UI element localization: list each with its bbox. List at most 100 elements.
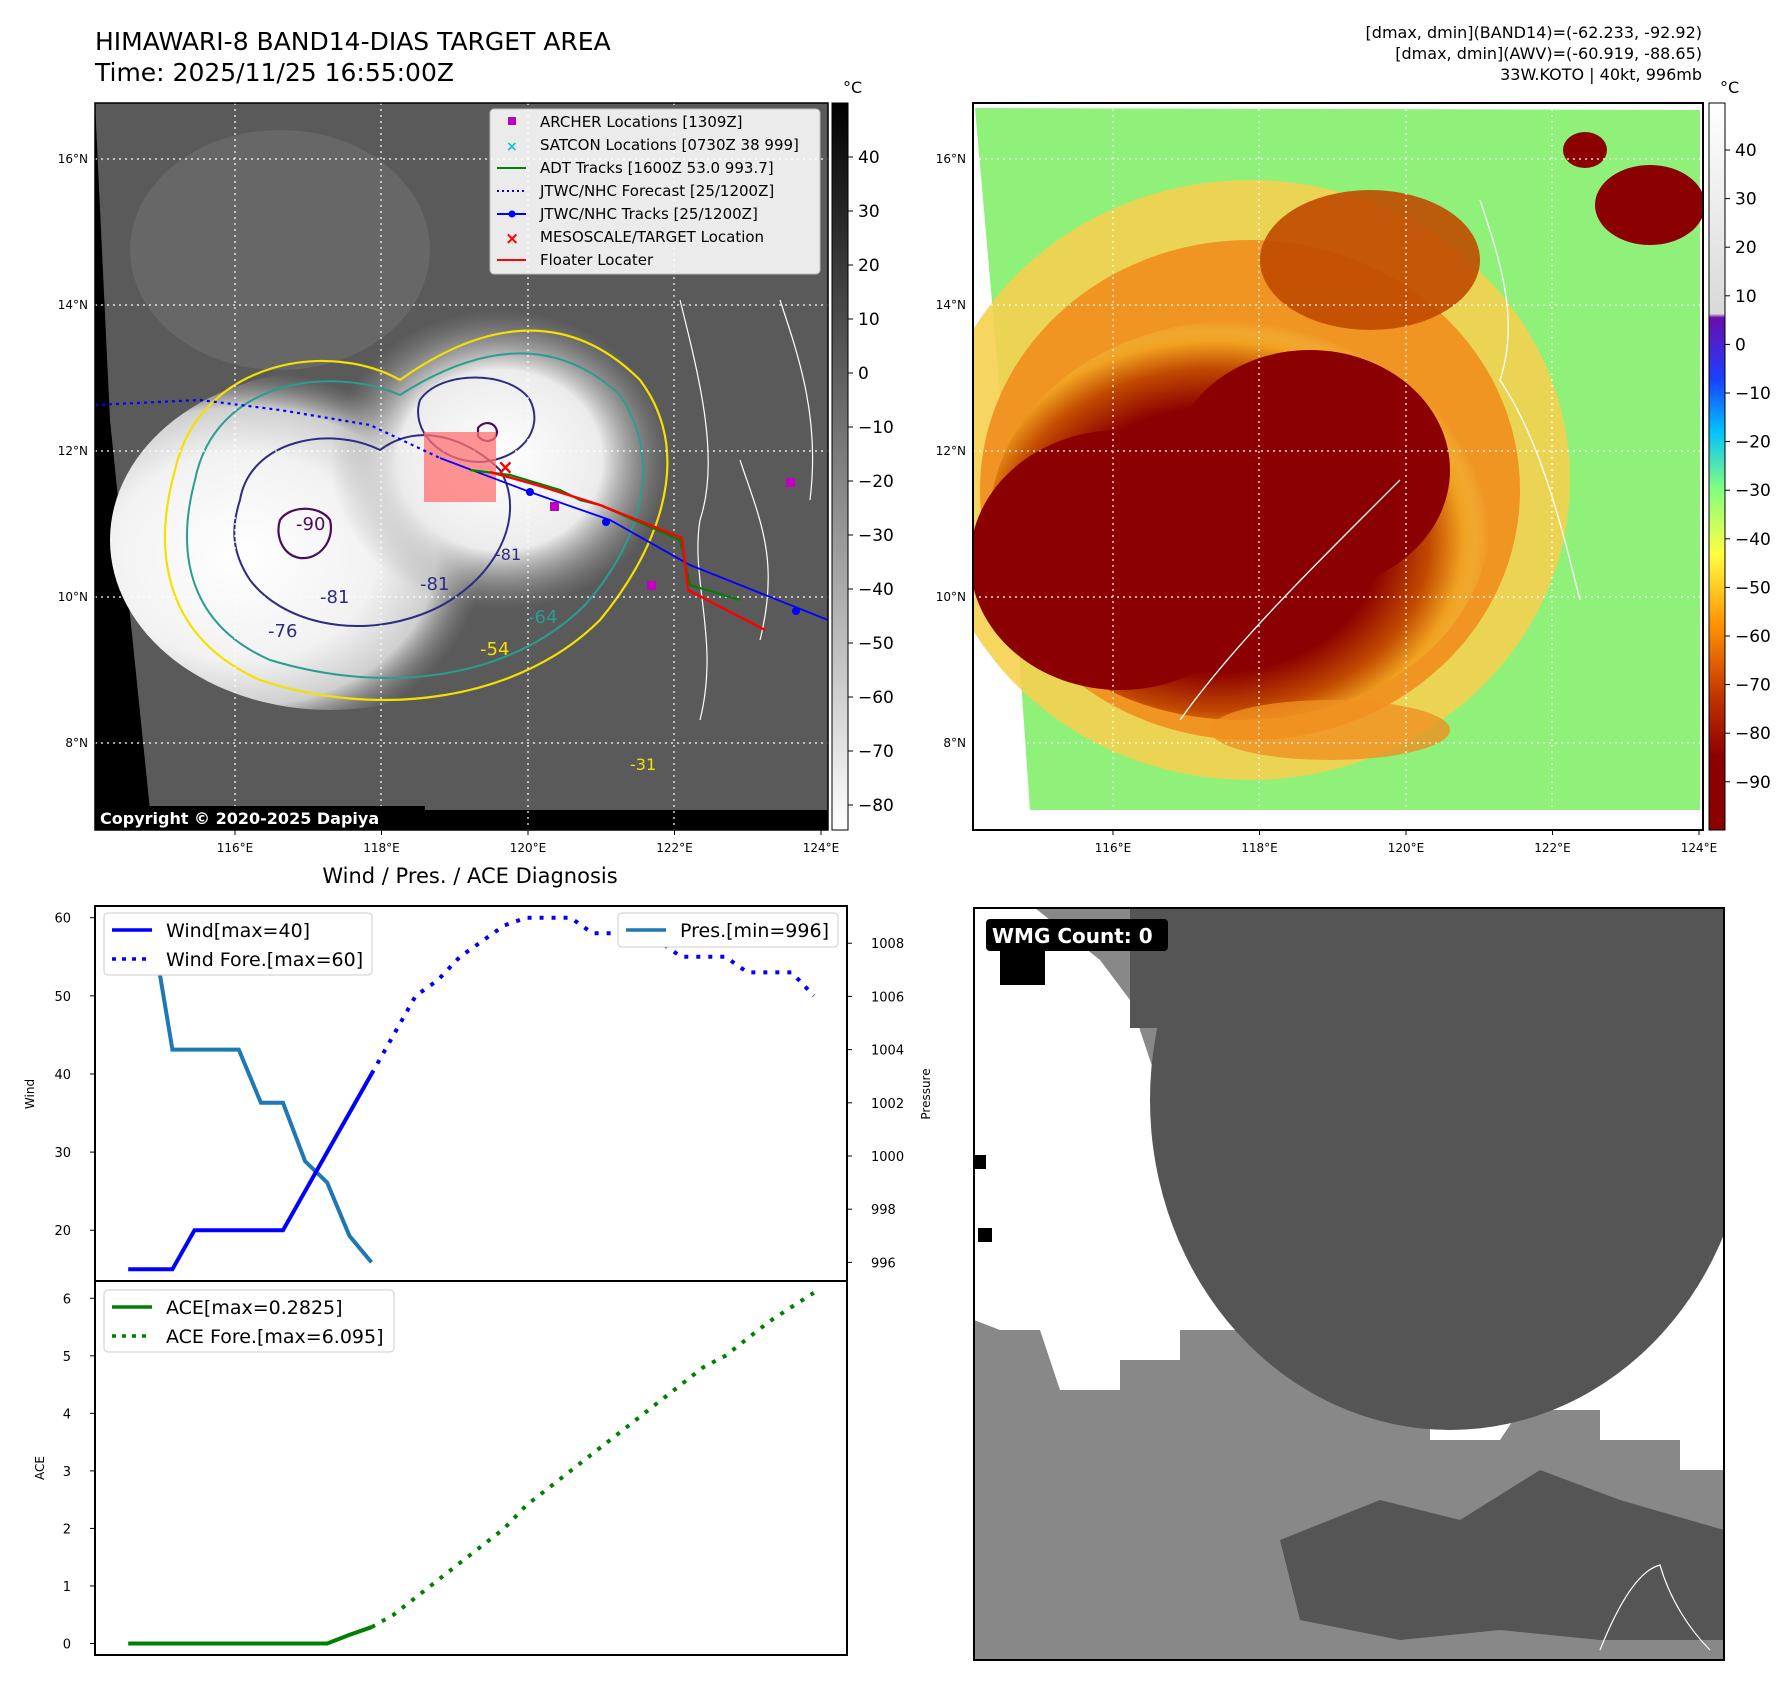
contour-yellow [164,329,669,702]
awv-northeast-cell-2 [1563,132,1607,168]
wind-legend-label: Wind[max=40] [166,920,310,942]
colorbar-tick-label: 40 [858,148,880,168]
colorbar-tick-label: −60 [1735,627,1771,647]
ir-lat-ticks: 16°N 14°N 12°N 10°N 8°N [58,152,88,750]
colorbar-tick-label: 30 [858,202,880,222]
lon-tick-label: 116°E [217,841,254,855]
wind-pressure-chart: 20 30 40 50 60 996 998 1000 1002 1004 1006 1008 [54,912,904,1272]
wmg-count-badge [986,919,1168,951]
y-tick-label: 30 [54,1146,71,1161]
colorbar-tick-label: 40 [1735,141,1757,161]
colorbar-tick-label: 0 [1735,335,1746,355]
figure-title-line1: HIMAWARI-8 BAND14-DIAS TARGET AREA [95,27,611,56]
ace-series-line [128,1625,373,1646]
satcon-legend-icon: × [506,139,518,155]
contour-label: -90 [296,514,325,535]
awv-colorbar: °C 40 30 20 10 0 −10 −20 −30 −40 −50 −60 −70 −80 −90 [1708,78,1771,831]
ir-colorbar-bar [831,102,849,831]
lon-tick-label: 124°E [1681,841,1718,855]
colorbar-tick-label: −50 [1735,578,1771,598]
pressure-series-line [128,914,374,1264]
ace-chart: 0 1 2 3 4 5 6 [63,1291,815,1652]
awv-lat-ticks: 16°N 14°N 12°N 10°N 8°N [936,152,966,750]
wmg-panel: WMG Count: 0 [973,907,1725,1661]
colorbar-tick-label: −70 [1735,676,1771,696]
colorbar-tick-label: −70 [858,742,894,762]
info-line3: 33W.KOTO | 40kt, 996mb [1500,65,1702,84]
lon-tick-label: 124°E [803,841,840,855]
ace-forecast-series-line [370,1291,815,1629]
colorbar-tick-label: 10 [1735,287,1757,307]
colorbar-tick-label: −30 [1735,481,1771,501]
jtwc-track-line [439,457,828,621]
awv-south-band [1210,700,1450,760]
lat-tick-label: 12°N [936,444,966,458]
info-line2: [dmax, dmin](AWV)=(-60.919, -88.65) [1395,44,1702,63]
awv-northeast-cell [1595,165,1703,245]
awv-gridlines [973,103,1703,830]
y-tick-label: 40 [54,1068,71,1083]
target-legend-icon: × [505,229,519,249]
lat-tick-label: 8°N [943,736,966,750]
y-tick-label: 20 [54,1224,71,1239]
legend-target: MESOSCALE/TARGET Location [540,228,764,246]
colorbar-tick-label: −80 [1735,724,1771,744]
ir-lon-ticks: 116°E 118°E 120°E 122°E 124°E [217,830,840,855]
ace-legend: ACE[max=0.2825] ACE Fore.[max=6.095] [103,1289,395,1353]
wmg-imagery [974,908,1724,1660]
copyright-box [95,806,425,830]
contour-label: -81 [320,587,349,608]
wmg-coastline [1599,1564,1711,1651]
wmg-frame [973,907,1725,1661]
contour-label: -54 [480,639,509,660]
jtwc-track-points [526,488,800,615]
colorbar-tick-label: 20 [1735,238,1757,258]
colorbar-tick-label: 10 [858,310,880,330]
lat-tick-label: 8°N [65,736,88,750]
y-tick-label: 1008 [871,937,904,952]
ir-frame [94,102,829,831]
ace-legend-label: ACE[max=0.2825] [166,1297,343,1319]
wmg-black-cell-2 [974,1155,986,1169]
lat-tick-label: 12°N [58,444,88,458]
jtwc-forecast-line [95,398,441,459]
legend-jtwc-forecast: JTWC/NHC Forecast [25/1200Z] [539,182,774,200]
awv-imagery [973,103,1703,830]
awv-lon-ticks: 116°E 118°E 120°E 122°E 124°E [1095,830,1718,855]
lon-tick-label: 118°E [363,841,400,855]
legend-satcon: SATCON Locations [0730Z 38 999] [540,136,799,154]
y-tick-label: 996 [871,1256,896,1271]
contour-teal [186,352,645,679]
wmg-black-cell-3 [978,1228,992,1242]
wmg-dark-core [1150,908,1724,1430]
contour-label: -64 [528,607,557,628]
y-tick-label: 1002 [871,1097,904,1112]
copyright-text: Copyright © 2020-2025 Dapiya [100,809,379,828]
awv-north-cloud [1260,190,1480,330]
ir-legend: ARCHER Locations [1309Z] × SATCON Locati… [489,108,821,275]
y-tick-label: 6 [63,1292,71,1307]
legend-archer: ARCHER Locations [1309Z] [540,113,743,131]
wind-legend-box [103,912,373,976]
legend-jtwc-track: JTWC/NHC Tracks [25/1200Z] [539,205,758,223]
pressure-axis-label: Pressure [919,1068,933,1119]
y-tick-label: 5 [63,1350,71,1365]
floater-locater-line [489,470,766,632]
y-tick-label: 998 [871,1203,896,1218]
lat-tick-label: 16°N [936,152,966,166]
figure-title-line2: Time: 2025/11/25 16:55:00Z [94,58,454,87]
y-tick-label: 3 [63,1465,71,1480]
colorbar-tick-label: −30 [858,526,894,546]
y-tick-label: 1006 [871,990,904,1005]
ir-cloud-north [130,130,430,370]
ir-colorbar: °C 40 30 20 10 0 −10 −20 −30 −40 −50 −60 −70 −80 [831,78,894,831]
pressure-legend-label: Pres.[min=996] [680,920,829,942]
lat-tick-label: 10°N [936,590,966,604]
archer-marker-1 [550,502,559,511]
legend-floater: Floater Locater [540,251,654,269]
archer-legend-icon [508,117,516,125]
wind-legend: Wind[max=40] Wind Fore.[max=60] [103,912,373,976]
ace-forecast-legend-label: ACE Fore.[max=6.095] [166,1326,384,1348]
colorbar-tick-label: −40 [858,580,894,600]
y-tick-label: 0 [63,1637,71,1652]
